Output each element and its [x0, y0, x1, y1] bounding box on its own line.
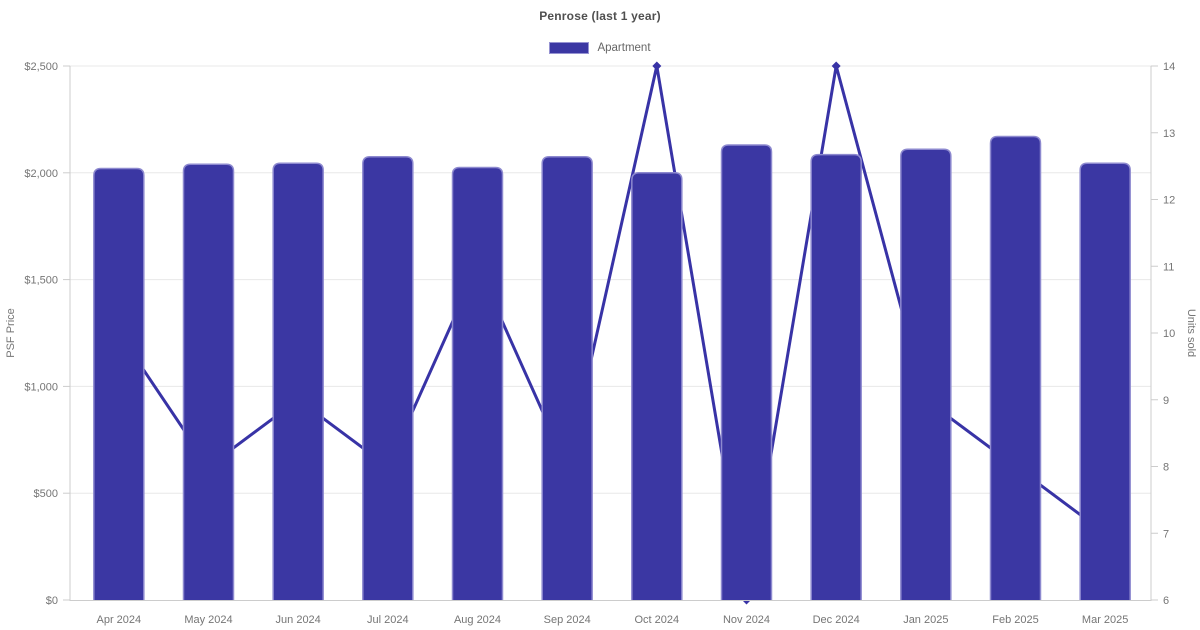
- units-sold-line[interactable]: [117, 64, 1107, 602]
- line-point-oct-2024[interactable]: [652, 61, 662, 71]
- chart-title: Penrose (last 1 year): [539, 9, 661, 23]
- x-axis-label: Sep 2024: [544, 614, 591, 626]
- x-axis-label: Feb 2025: [992, 614, 1038, 626]
- left-tick-label: $2,500: [24, 61, 58, 73]
- bar-jun-2024[interactable]: [272, 162, 324, 600]
- right-tick-label: 13: [1163, 128, 1175, 140]
- right-tick-label: 7: [1163, 528, 1169, 540]
- right-axis-title: Units sold: [1185, 309, 1197, 357]
- right-tick-label: 11: [1163, 261, 1174, 273]
- bar-jul-2024[interactable]: [362, 156, 414, 600]
- legend-swatch: [549, 42, 590, 54]
- left-tick-label: $2,000: [24, 168, 58, 180]
- bar-feb-2025[interactable]: [989, 135, 1042, 600]
- left-axis-title: PSF Price: [5, 308, 17, 358]
- legend-item-label: Apartment: [597, 42, 651, 54]
- bar-mar-2025[interactable]: [1079, 162, 1131, 600]
- bar-may-2024[interactable]: [182, 163, 235, 600]
- right-tick-label: 9: [1163, 395, 1169, 407]
- x-axis-label: Aug 2024: [454, 614, 501, 626]
- left-tick-label: $1,000: [24, 381, 58, 393]
- bar-dec-2024[interactable]: [810, 153, 862, 600]
- x-axis-label: Apr 2024: [97, 614, 142, 626]
- bar-oct-2024[interactable]: [631, 172, 683, 600]
- right-tick-label: 8: [1163, 462, 1169, 474]
- right-tick-label: 14: [1163, 61, 1175, 73]
- left-tick-label: $0: [46, 595, 58, 607]
- x-axis-label: Nov 2024: [723, 614, 770, 626]
- x-axis-label: Jan 2025: [903, 614, 948, 626]
- right-tick-label: 10: [1163, 328, 1175, 340]
- x-axis-label: Jun 2024: [276, 614, 321, 626]
- bar-apr-2024[interactable]: [93, 167, 145, 600]
- bar-aug-2024[interactable]: [451, 166, 504, 600]
- bar-nov-2024[interactable]: [720, 144, 773, 600]
- bar-sep-2024[interactable]: [541, 156, 593, 600]
- line-point-dec-2024[interactable]: [831, 61, 841, 71]
- right-tick-label: 12: [1163, 195, 1175, 207]
- legend-item-apartment[interactable]: Apartment: [549, 42, 651, 54]
- legend: Apartment: [0, 42, 1200, 54]
- x-axis-label: Oct 2024: [635, 614, 680, 626]
- right-tick-label: 6: [1163, 595, 1169, 607]
- left-tick-label: $1,500: [24, 275, 58, 287]
- x-axis-label: Dec 2024: [813, 614, 860, 626]
- x-axis-label: May 2024: [184, 614, 232, 626]
- x-axis-label: Mar 2025: [1082, 614, 1128, 626]
- bar-jan-2025[interactable]: [900, 148, 952, 600]
- x-axis-label: Jul 2024: [367, 614, 409, 626]
- left-tick-label: $500: [34, 488, 58, 500]
